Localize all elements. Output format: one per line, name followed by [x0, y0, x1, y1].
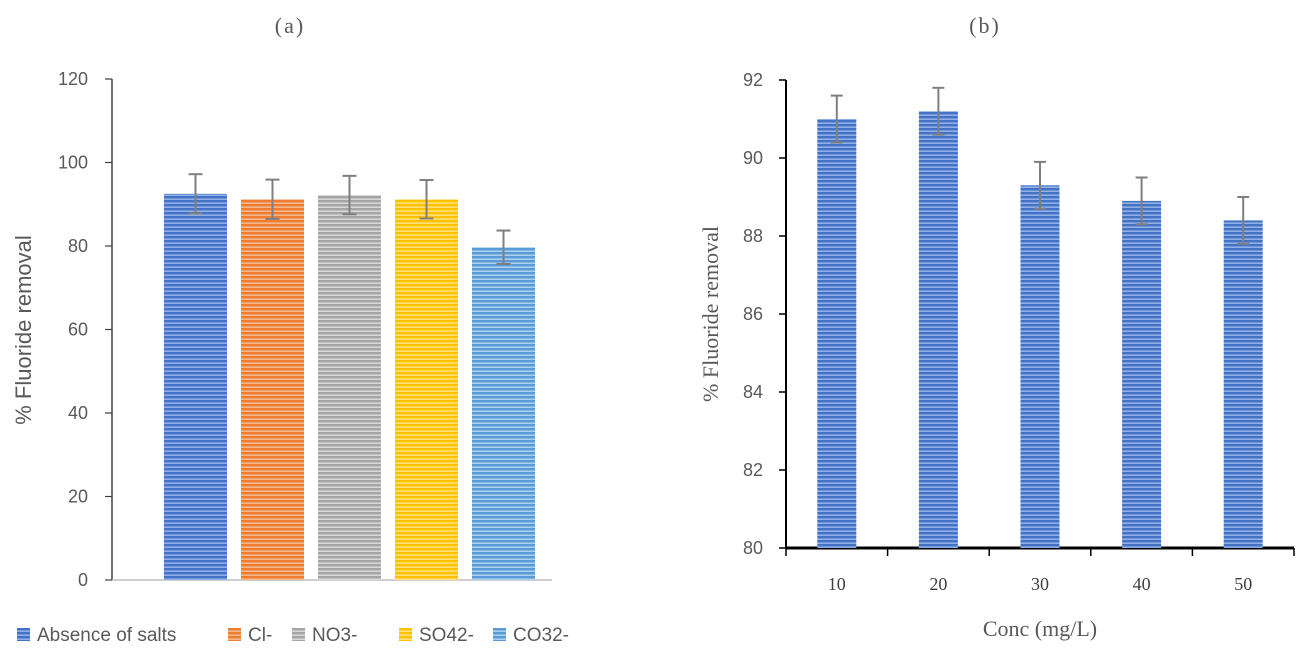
- panel-b-error-bar: [1237, 196, 1250, 245]
- panel-a-error-bar: [188, 173, 203, 215]
- panel-b-x-tick-label: 40: [1133, 574, 1151, 594]
- legend-swatch: [228, 628, 241, 641]
- panel-a-error-bar: [496, 229, 511, 265]
- panel-b-y-tick-label: 86: [743, 304, 763, 324]
- panel-b-x-tick-label: 20: [929, 574, 947, 594]
- panel-b-error-bar: [1034, 160, 1046, 210]
- panel-b-y-tick-label: 84: [743, 382, 763, 402]
- legend-swatch: [292, 628, 305, 641]
- legend-swatch: [17, 628, 30, 641]
- panel-b-x-tick-label: 30: [1031, 574, 1049, 594]
- panel-b-bar: [1223, 220, 1263, 548]
- panel-b-y-tick-label: 80: [743, 538, 763, 558]
- panel-b: (b) 80 82 84 86 88 90 92 10 20 30 40 50 % Fluoride…: [698, 13, 1295, 641]
- panel-a-error-bar: [342, 174, 357, 216]
- legend-label: NO3-: [312, 625, 357, 646]
- panel-a-y-axis-title: % Fluoride removal: [11, 235, 36, 425]
- legend-label: CO32-: [513, 625, 569, 646]
- panel-b-y-tick-label: 88: [743, 226, 763, 246]
- legend-label: Cl-: [248, 625, 272, 646]
- panel-a-y-tick-label: 60: [68, 320, 88, 340]
- panel-b-error-bar: [830, 94, 843, 144]
- panel-a-y-tick-label: 80: [68, 236, 88, 256]
- panel-a-y-tick-label: 20: [68, 487, 88, 507]
- panel-a-error-bar: [419, 179, 434, 220]
- panel-a-bar: [241, 199, 304, 581]
- panel-a-error-bar: [265, 178, 280, 220]
- panel-a-y-tick-label: 0: [78, 570, 88, 590]
- legend-swatch: [399, 628, 412, 641]
- panel-b-bar: [918, 111, 958, 548]
- panel-a-y-tick-label: 100: [58, 153, 88, 173]
- panel-b-x-axis-title: Conc (mg/L): [983, 616, 1097, 641]
- panel-a-bar: [395, 199, 458, 581]
- legend-label: SO42-: [419, 625, 474, 646]
- panel-b-bar: [1020, 185, 1060, 549]
- panel-a-y-tick-label: 120: [58, 69, 88, 89]
- panel-a-label: (a): [275, 13, 305, 38]
- panel-a: (a) 0 20 40 60 80 100 120 % Fluoride removal A…: [11, 13, 569, 646]
- panel-b-label: (b): [969, 13, 1001, 38]
- panel-b-error-bar: [932, 86, 945, 136]
- panel-b-y-tick-label: 92: [743, 70, 763, 90]
- panel-b-bar: [1122, 200, 1162, 548]
- panel-b-x-tick-label: 10: [828, 574, 846, 594]
- panel-a-bar: [318, 195, 381, 580]
- panel-b-error-bar: [1135, 176, 1148, 226]
- panel-b-bar: [817, 119, 857, 548]
- panel-b-y-tick-label: 82: [743, 460, 763, 480]
- panel-b-y-tick-label: 90: [743, 148, 763, 168]
- panel-a-y-tick-label: 40: [68, 403, 88, 423]
- panel-b-y-axis-title: % Fluoride removal: [698, 226, 723, 402]
- panel-a-bar: [164, 193, 227, 580]
- legend-label: Absence of salts: [37, 625, 176, 646]
- panel-b-x-tick-label: 50: [1234, 574, 1252, 594]
- panel-a-bar: [472, 247, 535, 580]
- legend-swatch: [493, 628, 506, 641]
